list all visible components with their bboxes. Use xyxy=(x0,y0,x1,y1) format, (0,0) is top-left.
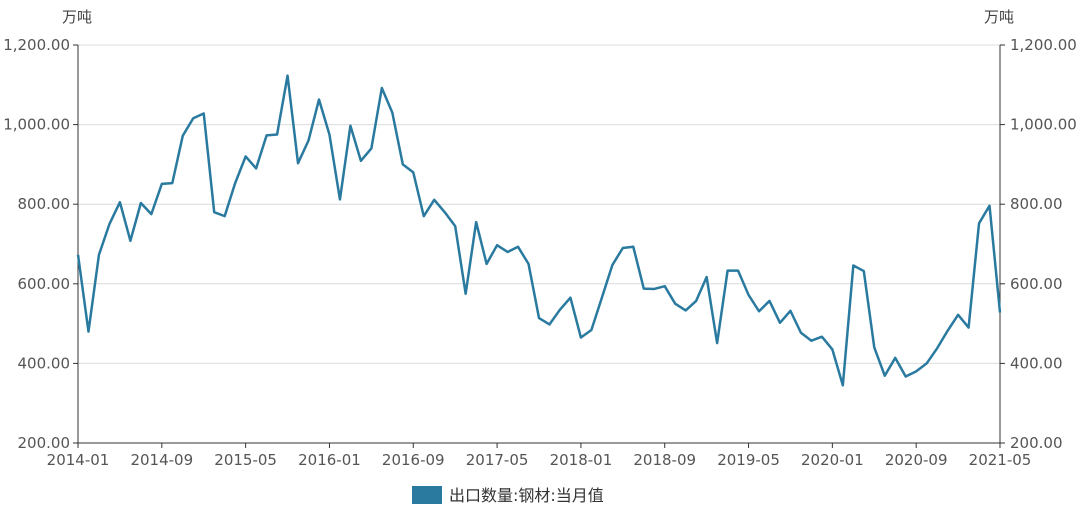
legend[interactable]: 出口数量:钢材:当月值 xyxy=(412,486,604,505)
x-tick-label: 2016-09 xyxy=(382,451,445,469)
x-tick-label: 2018-01 xyxy=(550,451,613,469)
x-tick-label: 2017-05 xyxy=(466,451,529,469)
x-tick-label: 2014-01 xyxy=(47,451,110,469)
gridlines xyxy=(78,44,1000,364)
right-y-tick-label: 800.00 xyxy=(1010,195,1063,213)
series-layer xyxy=(76,74,1002,387)
left-y-tick-labels: 200.00 400.00 600.00 800.00 1,000.00 1,200.00 xyxy=(3,36,70,452)
left-y-tick-label: 1,000.00 xyxy=(3,116,70,134)
right-y-tick-labels: 200.00 400.00 600.00 800.00 1,000.00 1,200.00 xyxy=(1010,36,1077,452)
left-y-tick-label: 200.00 xyxy=(18,434,71,452)
right-y-tick-label: 600.00 xyxy=(1010,275,1063,293)
right-y-tick-label: 400.00 xyxy=(1010,354,1063,372)
left-y-tick-label: 1,200.00 xyxy=(3,36,70,54)
left-y-tick-label: 400.00 xyxy=(18,354,71,372)
left-axis-unit: 万吨 xyxy=(62,8,92,26)
x-tick-label: 2014-09 xyxy=(130,451,193,469)
x-tick-label: 2021-05 xyxy=(969,451,1032,469)
left-y-tick-label: 600.00 xyxy=(18,275,71,293)
x-tick-label: 2018-09 xyxy=(633,451,696,469)
right-y-tick-label: 1,200.00 xyxy=(1010,36,1077,54)
axes xyxy=(73,44,1005,448)
legend-swatch[interactable] xyxy=(412,486,442,504)
x-tick-label: 2016-01 xyxy=(298,451,361,469)
series-line-0[interactable] xyxy=(76,74,1002,387)
x-tick-label: 2015-05 xyxy=(214,451,277,469)
left-y-tick-label: 800.00 xyxy=(18,195,71,213)
legend-label[interactable]: 出口数量:钢材:当月值 xyxy=(449,486,604,505)
right-axis-unit: 万吨 xyxy=(984,8,1014,26)
right-y-tick-label: 1,000.00 xyxy=(1010,116,1077,134)
right-y-tick-label: 200.00 xyxy=(1010,434,1063,452)
x-tick-label: 2019-05 xyxy=(717,451,780,469)
x-tick-label: 2020-09 xyxy=(885,451,948,469)
x-tick-label: 2020-01 xyxy=(801,451,864,469)
x-tick-labels: 2014-01 2014-09 2015-05 2016-01 2016-09 2017-… xyxy=(47,451,1032,469)
